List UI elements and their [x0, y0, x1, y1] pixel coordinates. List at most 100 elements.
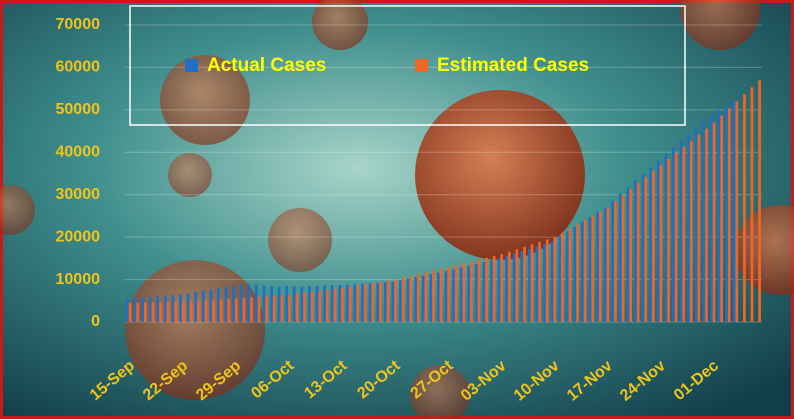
bar	[197, 300, 200, 322]
y-tick-label: 50000	[56, 101, 101, 118]
bar	[712, 122, 716, 322]
bar	[520, 251, 524, 322]
bar	[717, 109, 721, 322]
bar	[634, 180, 637, 322]
bar	[629, 189, 633, 322]
bar	[507, 251, 511, 322]
bar	[611, 200, 615, 322]
bar	[470, 261, 473, 322]
bar	[209, 289, 213, 322]
y-tick-label: 20000	[56, 228, 101, 245]
bar	[490, 260, 493, 322]
bar	[588, 217, 592, 322]
bar	[189, 301, 193, 322]
bar	[720, 115, 724, 322]
bar	[598, 211, 602, 322]
bar	[409, 275, 413, 322]
bar	[401, 277, 405, 322]
bar	[179, 294, 182, 322]
bar	[705, 128, 708, 322]
bar	[323, 285, 326, 322]
bar	[338, 285, 342, 322]
bar	[204, 300, 208, 322]
bar	[462, 263, 466, 322]
bar	[652, 171, 655, 322]
bar	[315, 285, 319, 322]
bar	[656, 160, 660, 322]
bar	[262, 285, 266, 322]
bar	[452, 269, 455, 322]
bar	[621, 195, 625, 322]
bar	[664, 154, 668, 322]
bar	[333, 288, 337, 322]
bar	[482, 262, 486, 322]
bar	[497, 258, 501, 322]
bar	[224, 287, 228, 322]
bar	[356, 285, 360, 322]
bar	[277, 286, 281, 322]
y-tick-label: 0	[91, 313, 100, 330]
y-tick-label: 30000	[56, 186, 101, 203]
bar	[727, 108, 731, 322]
bar	[391, 281, 395, 322]
y-tick-label: 10000	[56, 271, 101, 288]
bar	[368, 283, 372, 322]
bar	[492, 255, 496, 322]
bar	[725, 105, 728, 322]
bar	[194, 292, 198, 322]
bar	[530, 244, 534, 322]
bar	[239, 285, 243, 322]
bar	[292, 286, 296, 322]
bar	[318, 290, 322, 322]
bar	[348, 286, 352, 322]
bar	[247, 284, 251, 322]
bar	[300, 286, 304, 322]
bar	[512, 253, 516, 322]
bar	[697, 134, 701, 322]
bar	[227, 299, 231, 322]
bar	[234, 298, 238, 322]
bar	[406, 278, 410, 322]
bar	[689, 140, 693, 322]
bar	[310, 291, 314, 322]
bar	[126, 298, 129, 322]
bar	[568, 228, 572, 322]
bar	[436, 272, 440, 322]
bar	[363, 284, 367, 322]
bar	[477, 259, 481, 322]
bar	[303, 292, 306, 322]
bar	[573, 226, 577, 322]
bar	[576, 224, 579, 322]
bar	[128, 302, 132, 322]
bar	[545, 239, 549, 322]
bar	[429, 274, 433, 322]
bar	[383, 282, 387, 322]
bar	[758, 80, 761, 323]
bar	[750, 87, 754, 323]
bar	[371, 283, 375, 322]
bar	[353, 284, 357, 322]
bar	[285, 285, 289, 322]
bar	[743, 94, 746, 322]
bar	[201, 290, 205, 322]
bar	[614, 201, 617, 322]
bar	[732, 101, 736, 322]
bar	[345, 284, 349, 322]
bar	[163, 295, 167, 322]
bar	[439, 268, 443, 322]
legend-box	[129, 5, 686, 126]
bar	[485, 257, 488, 322]
bar	[133, 298, 137, 322]
bar	[414, 277, 417, 322]
bar	[583, 220, 587, 322]
legend-label: Actual Cases	[207, 55, 326, 76]
bar	[626, 187, 630, 322]
bar	[341, 288, 344, 322]
legend-swatch	[415, 59, 428, 72]
bar	[174, 301, 178, 322]
bar	[679, 140, 683, 322]
bar	[735, 101, 739, 322]
bar	[667, 158, 670, 322]
bar	[467, 265, 471, 322]
